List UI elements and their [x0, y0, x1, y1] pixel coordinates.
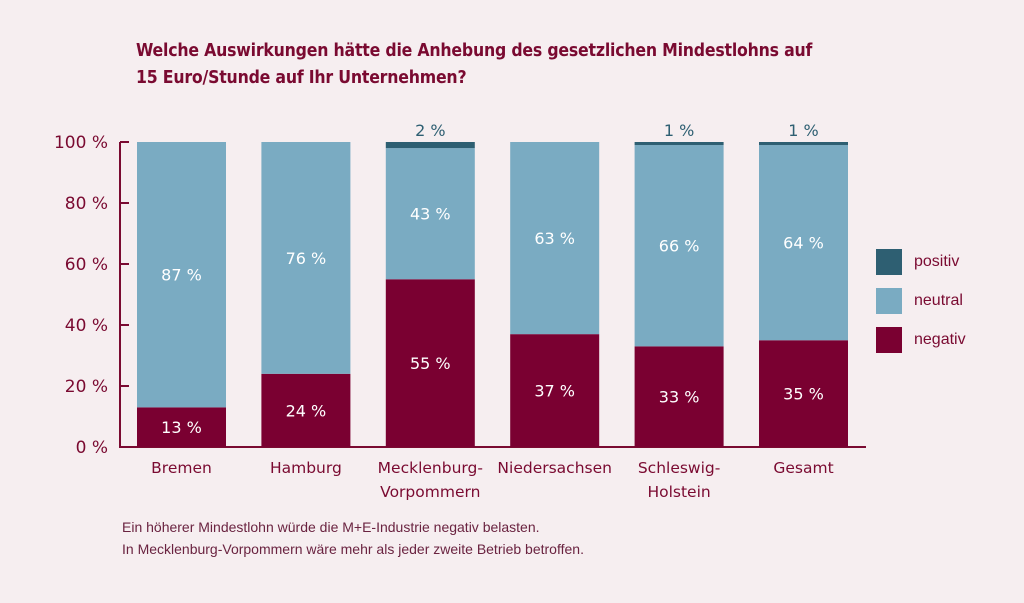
bar-segment-positiv — [385, 142, 475, 149]
legend-item-neutral: neutral — [876, 281, 966, 320]
bar-segment-neutral — [510, 142, 600, 335]
data-label-negativ: 33 % — [659, 388, 700, 407]
bar-segment-negativ — [385, 279, 475, 447]
data-label-neutral: 87 % — [161, 266, 202, 285]
legend-swatch-negativ — [876, 326, 902, 353]
bar-segment-negativ — [261, 373, 351, 447]
caption-line-2: In Mecklenburg-Vorpommern wäre mehr als … — [122, 541, 584, 557]
bar-segment-negativ — [137, 407, 226, 447]
bar-segment-neutral — [759, 145, 848, 341]
x-tick-label: Vorpommern — [380, 483, 480, 501]
y-tick-label: 80 % — [65, 194, 108, 214]
x-tick-label: Mecklenburg- — [378, 459, 483, 477]
bar-segment-neutral — [137, 142, 226, 408]
x-tick-label: Holstein — [647, 483, 710, 501]
data-label-negativ: 55 % — [410, 354, 451, 373]
x-tick-label: Bremen — [151, 459, 212, 477]
bar-segment-positiv — [759, 142, 848, 146]
data-label-neutral: 66 % — [659, 237, 700, 256]
legend-label-negativ: negativ — [914, 330, 966, 348]
data-label-neutral: 76 % — [286, 249, 327, 268]
legend-swatch-positiv — [876, 248, 902, 275]
caption: Ein höherer Mindestlohn würde die M+E-In… — [122, 516, 584, 560]
data-label-positiv: 2 % — [415, 121, 445, 140]
bar-segment-positiv — [634, 142, 724, 146]
legend-item-negativ: negativ — [876, 320, 966, 359]
data-label-negativ: 37 % — [534, 382, 575, 401]
x-axis-labels: Bremen Hamburg Mecklenburg- Vorpommern Niede… — [151, 459, 833, 501]
bar-segment-neutral — [261, 142, 351, 374]
caption-line-1: Ein höherer Mindestlohn würde die M+E-In… — [122, 519, 540, 535]
data-label-neutral: 64 % — [783, 234, 824, 253]
data-label-negativ: 13 % — [161, 418, 202, 437]
bar-segment-neutral — [385, 148, 475, 280]
y-tick-label: 60 % — [65, 255, 108, 275]
y-tick-label: 100 % — [54, 133, 108, 153]
y-axis: 0 % 20 % 40 % 60 % 80 % 100 % — [54, 133, 866, 458]
bar-segment-negativ — [510, 334, 600, 447]
chart-title: Welche Auswirkungen hätte die Anhebung d… — [136, 38, 896, 92]
legend: positiv neutral negativ — [876, 242, 966, 359]
data-label-positiv: 1 % — [788, 121, 818, 140]
x-tick-label: Hamburg — [270, 459, 342, 477]
data-label-neutral: 43 % — [410, 205, 451, 224]
x-tick-label: Schleswig- — [638, 459, 721, 477]
y-tick-label: 40 % — [65, 316, 108, 336]
data-label-negativ: 35 % — [783, 385, 824, 404]
legend-label-positiv: positiv — [914, 252, 960, 270]
legend-swatch-neutral — [876, 287, 902, 314]
data-label-negativ: 24 % — [286, 401, 327, 420]
chart-title-line-2: 15 Euro/Stunde auf Ihr Unternehmen? — [136, 68, 467, 88]
data-label-positiv: 1 % — [664, 121, 694, 140]
data-label-neutral: 63 % — [534, 229, 575, 248]
bar-segment-neutral — [634, 145, 724, 347]
chart-title-line-1: Welche Auswirkungen hätte die Anhebung d… — [136, 41, 813, 61]
bars: 13 % 87 % 24 % 76 % 55 % 43 % 2 % 37 % 63 % 33 % 6… — [137, 121, 848, 447]
y-tick-label: 20 % — [65, 377, 108, 397]
y-tick-label: 0 % — [76, 438, 108, 458]
bar-segment-negativ — [634, 346, 724, 447]
legend-item-positiv: positiv — [876, 242, 966, 281]
x-tick-label: Niedersachsen — [497, 459, 612, 477]
bar-segment-negativ — [759, 340, 848, 447]
legend-label-neutral: neutral — [914, 291, 963, 309]
x-tick-label: Gesamt — [773, 459, 833, 477]
